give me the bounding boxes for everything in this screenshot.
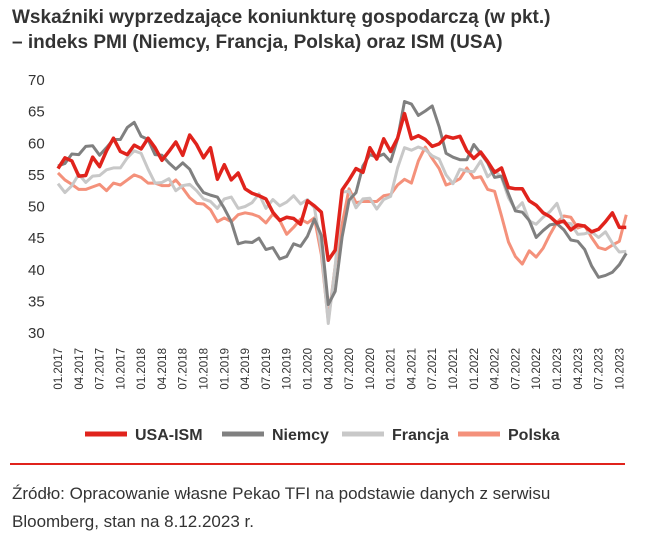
- x-tick-label: 07.2018: [178, 348, 190, 390]
- x-tick-label: 10.2021: [448, 348, 460, 390]
- x-tick-label: 04.2021: [406, 348, 418, 390]
- x-tick-label: 04.2023: [573, 348, 585, 390]
- series-line: [57, 100, 628, 307]
- source: Źródło: Opracowanie własne Pekao TFI na …: [12, 484, 551, 503]
- x-tick-label: 04.2019: [240, 348, 252, 390]
- x-tick-label: 10.2020: [365, 348, 377, 390]
- x-tick-label: 07.2019: [261, 348, 273, 390]
- legend-label: Francja: [392, 427, 449, 444]
- y-tick-label: 70: [28, 72, 45, 89]
- x-tick-label: 01.2017: [53, 348, 65, 390]
- x-tick-label: 01.2019: [219, 348, 231, 390]
- x-tick-label: 10.2019: [282, 348, 294, 390]
- series-line: [56, 145, 628, 323]
- x-tick-label: 07.2020: [344, 348, 356, 390]
- x-tick-label: 04.2020: [323, 348, 335, 390]
- x-tick-label: 10.2018: [199, 348, 211, 390]
- y-tick-label: 65: [28, 104, 45, 121]
- x-tick-label: 04.2022: [490, 348, 502, 390]
- x-tick-label: 07.2021: [427, 348, 439, 390]
- y-tick-label: 50: [28, 199, 45, 216]
- legend-label: Polska: [508, 427, 560, 444]
- legend-label: USA-ISM: [135, 427, 203, 444]
- legend-label: Niemcy: [272, 427, 329, 444]
- y-tick-label: 45: [28, 230, 45, 247]
- y-tick-label: 30: [28, 325, 45, 342]
- x-tick-label: 07.2017: [95, 348, 107, 390]
- y-tick-label: 40: [28, 262, 45, 279]
- x-tick-label: 07.2022: [510, 348, 522, 390]
- chart-title: – indeks PMI (Niemcy, Francja, Polska) o…: [12, 32, 503, 53]
- x-tick-label: 04.2018: [157, 348, 169, 390]
- chart-title: Wskaźniki wyprzedzające koniunkturę gosp…: [12, 7, 551, 28]
- x-tick-label: 10.2023: [614, 348, 626, 390]
- source: Bloomberg, stan na 8.12.2023 r.: [12, 512, 254, 531]
- x-tick-label: 10.2022: [531, 348, 543, 390]
- x-tick-label: 01.2022: [469, 348, 481, 390]
- x-tick-label: 01.2021: [386, 348, 398, 390]
- x-tick-label: 04.2017: [74, 348, 86, 390]
- y-tick-label: 55: [28, 167, 45, 184]
- x-tick-label: 10.2017: [115, 348, 127, 390]
- series-line: [56, 111, 627, 263]
- x-tick-label: 01.2023: [552, 348, 564, 390]
- x-tick-label: 01.2020: [302, 348, 314, 390]
- y-tick-label: 60: [28, 135, 45, 152]
- x-tick-label: 07.2023: [594, 348, 606, 390]
- x-tick-label: 01.2018: [136, 348, 148, 390]
- y-tick-label: 35: [28, 293, 45, 310]
